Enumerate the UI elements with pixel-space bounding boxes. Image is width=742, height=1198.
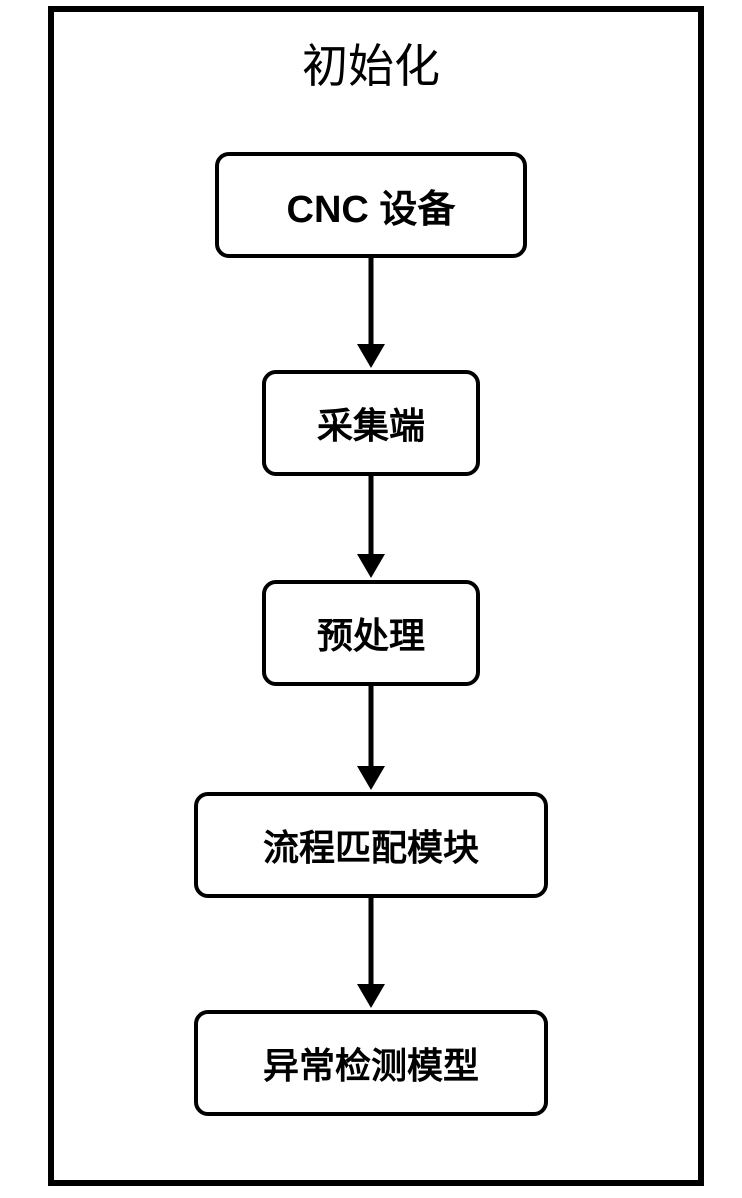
node-flow-match: 流程匹配模块 <box>194 792 548 898</box>
diagram-title: 初始化 <box>302 30 440 96</box>
edge-arrow-icon <box>357 984 385 1008</box>
edge-line <box>369 258 374 344</box>
edge-arrow-icon <box>357 344 385 368</box>
node-label: 异常检测模型 <box>263 1037 479 1089</box>
edge-arrow-icon <box>357 554 385 578</box>
node-cnc-device: CNC 设备 <box>215 152 527 258</box>
node-collector: 采集端 <box>262 370 480 476</box>
node-label: 采集端 <box>317 397 425 449</box>
edge-arrow-icon <box>357 766 385 790</box>
edge-line <box>369 898 374 984</box>
node-label: 流程匹配模块 <box>263 819 479 871</box>
edge-line <box>369 686 374 766</box>
node-anomaly-detect: 异常检测模型 <box>194 1010 548 1116</box>
node-label: 预处理 <box>317 607 425 659</box>
node-preprocess: 预处理 <box>262 580 480 686</box>
node-label: CNC 设备 <box>287 178 456 233</box>
edge-line <box>369 476 374 554</box>
